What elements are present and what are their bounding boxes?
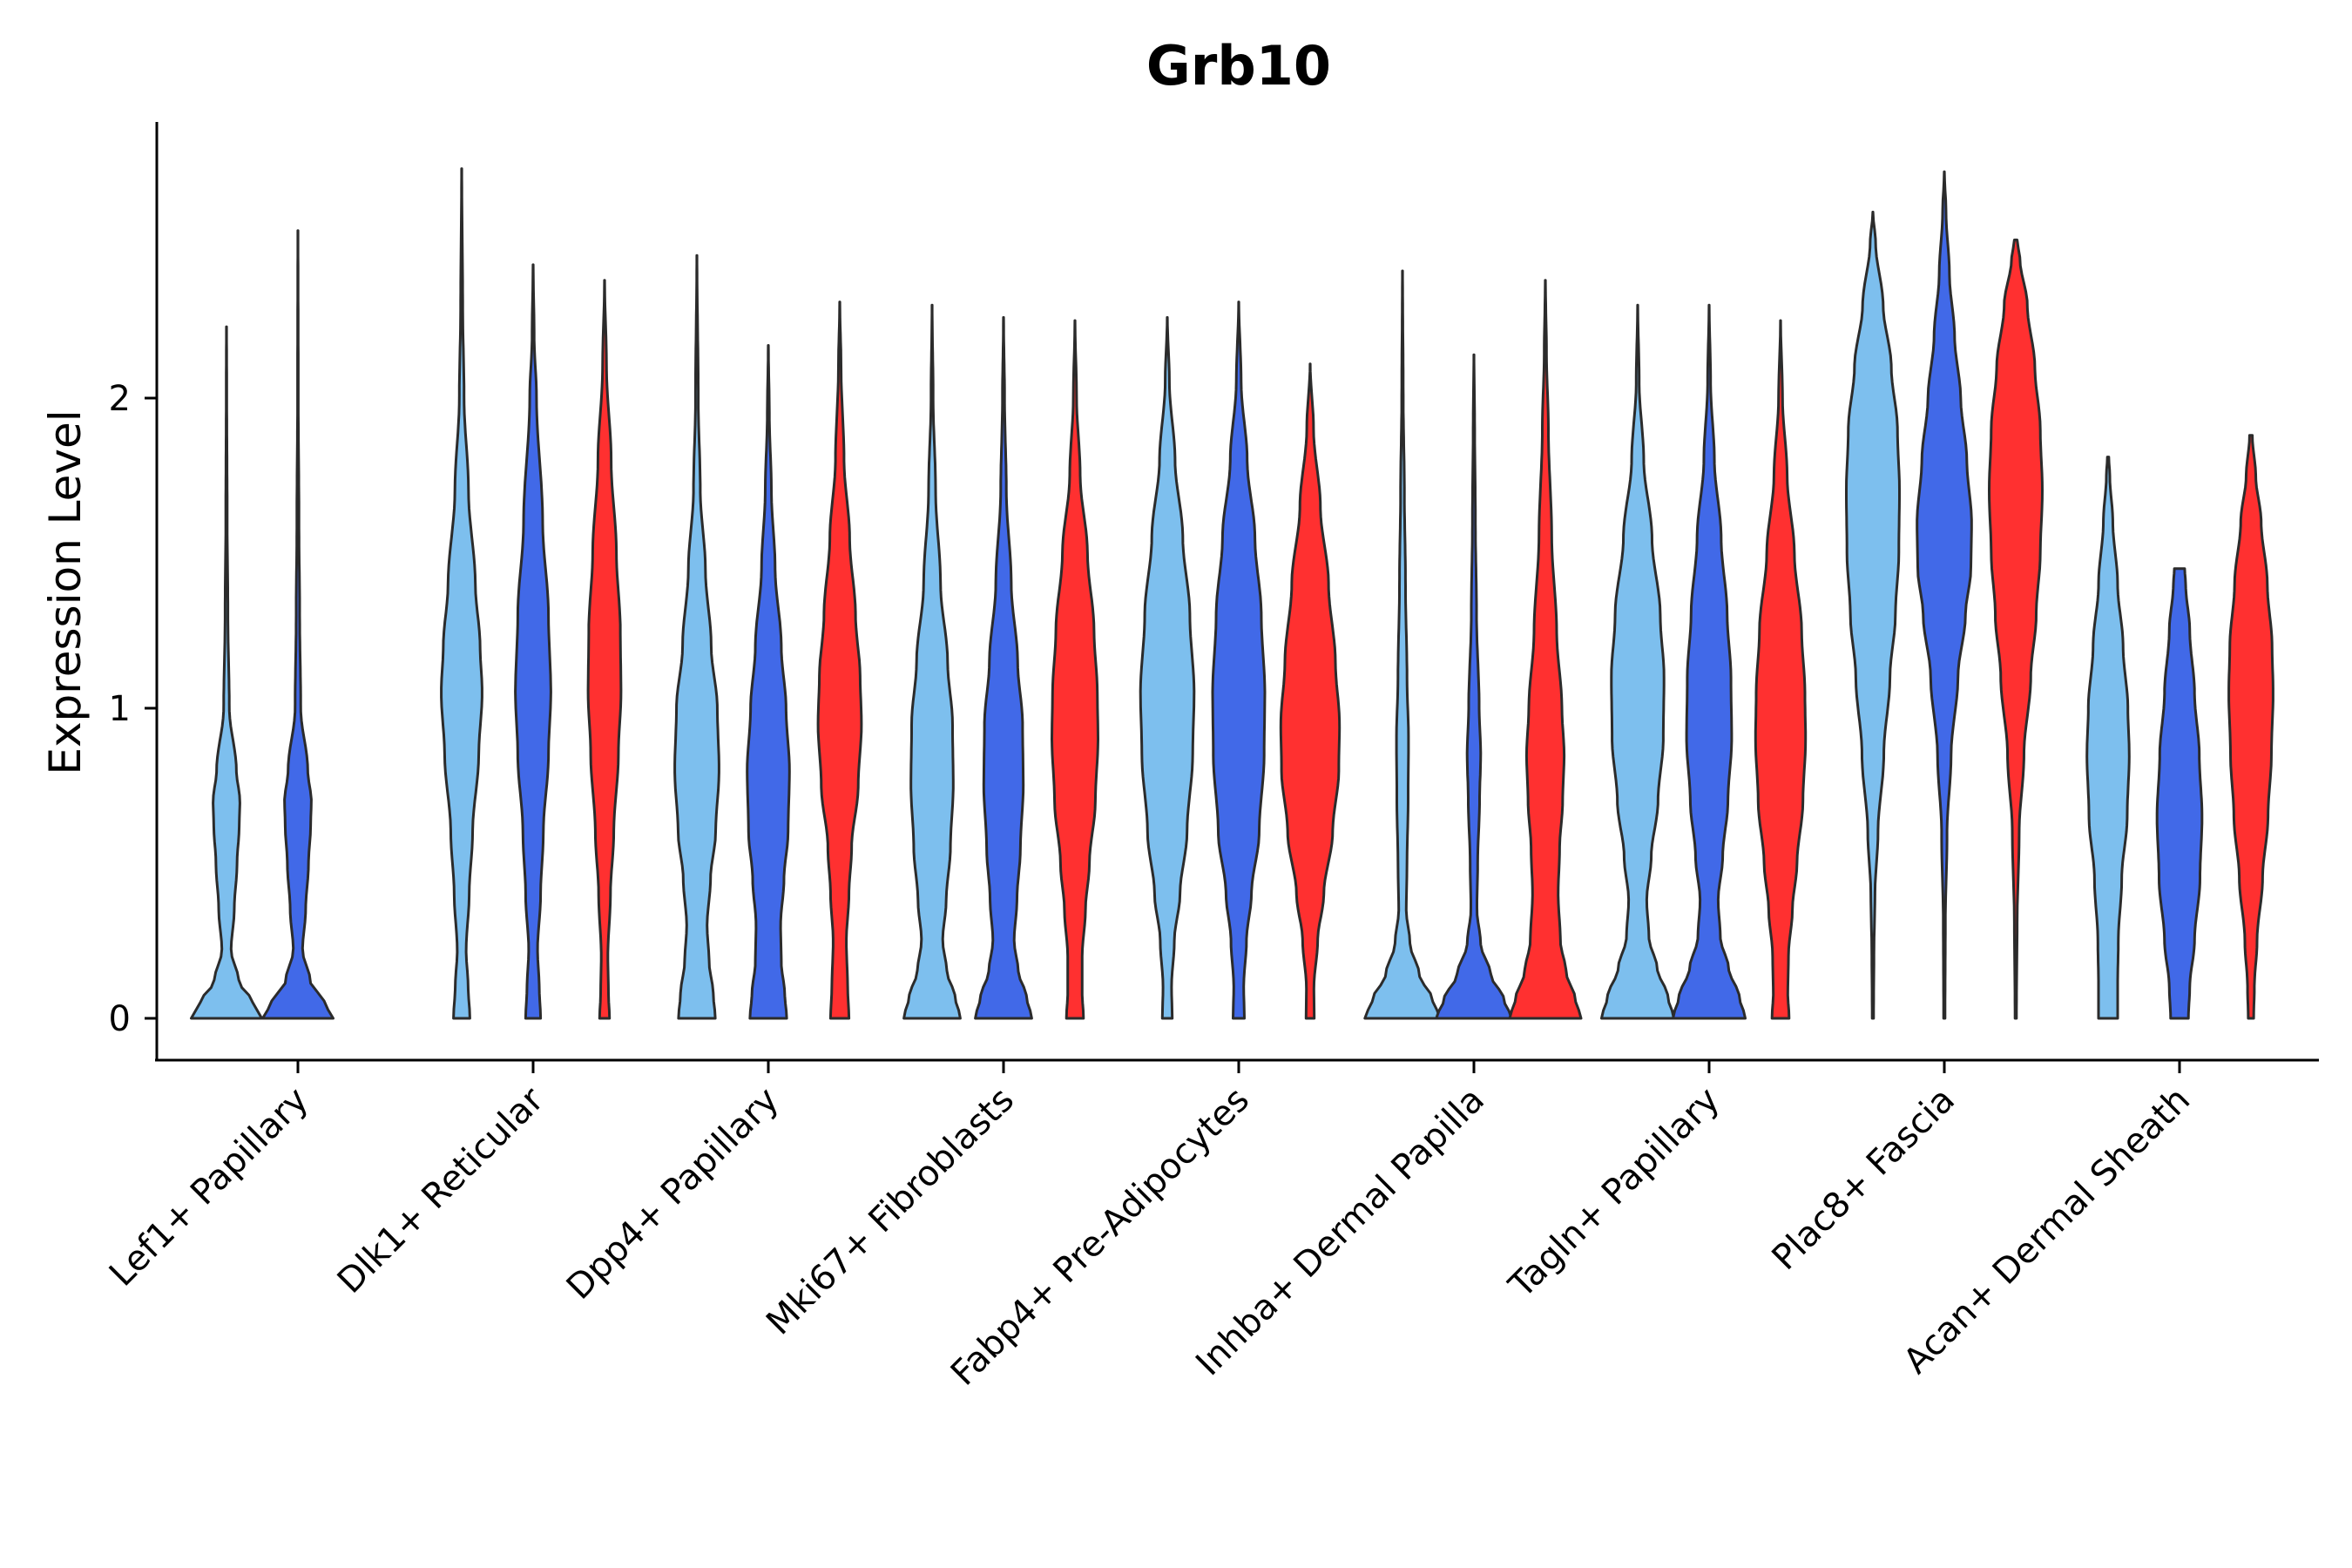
violin-group-3 xyxy=(1754,319,1808,1020)
violin-group-2 xyxy=(1672,303,1747,1020)
violin-group-3 xyxy=(1508,279,1583,1020)
violin-group-1 xyxy=(902,303,962,1020)
x-axis-ticks: Lef1+ Papillary Dlk1+ Reticular Dpp4+ Papi… xyxy=(102,1060,2198,1394)
violin-group-2 xyxy=(2155,567,2204,1020)
violin-group-3 xyxy=(2227,434,2274,1020)
violin-group-3 xyxy=(1988,238,2044,1020)
x-tick-label: Dpp4+ Papillary xyxy=(559,1080,787,1308)
violin-group-1 xyxy=(1363,269,1442,1020)
violin-group-1 xyxy=(1600,303,1675,1020)
violin-group-3 xyxy=(1279,362,1342,1020)
chart-title: Grb10 xyxy=(1146,34,1331,98)
violin-group-2 xyxy=(746,344,791,1020)
violin-group-3 xyxy=(1051,319,1099,1020)
violin-group-2 xyxy=(1435,353,1513,1020)
violins-group xyxy=(190,167,2274,1020)
violin-group-3 xyxy=(586,279,623,1020)
x-tick-label: Lef1+ Papillary xyxy=(102,1080,316,1294)
y-tick-label: 2 xyxy=(109,379,131,419)
violin-group-1 xyxy=(1845,210,1901,1020)
violin-group-1 xyxy=(673,253,720,1020)
violin-group-1 xyxy=(440,167,483,1020)
violin-group-2 xyxy=(1916,170,1973,1020)
x-tick-label: Mki67+ Fibroblasts xyxy=(759,1080,1022,1343)
violin-group-1 xyxy=(1139,315,1196,1020)
y-tick-label: 0 xyxy=(109,999,131,1039)
x-tick-label: Tagln+ Papillary xyxy=(1501,1080,1727,1307)
violin-group-2 xyxy=(974,315,1033,1020)
violin-group-3 xyxy=(816,301,863,1020)
violin-group-2 xyxy=(261,229,335,1020)
y-axis-ticks: 0 1 2 xyxy=(109,379,157,1039)
violin-group-2 xyxy=(514,263,552,1020)
violin-group-1 xyxy=(190,325,263,1020)
y-tick-label: 1 xyxy=(109,689,131,729)
x-tick-label: Plac8+ Fascia xyxy=(1765,1080,1963,1279)
violin-group-2 xyxy=(1211,301,1267,1020)
violin-group-1 xyxy=(2085,456,2131,1020)
y-axis-label: Expression Level xyxy=(40,409,91,774)
x-tick-label: Dlk1+ Reticular xyxy=(330,1079,552,1301)
